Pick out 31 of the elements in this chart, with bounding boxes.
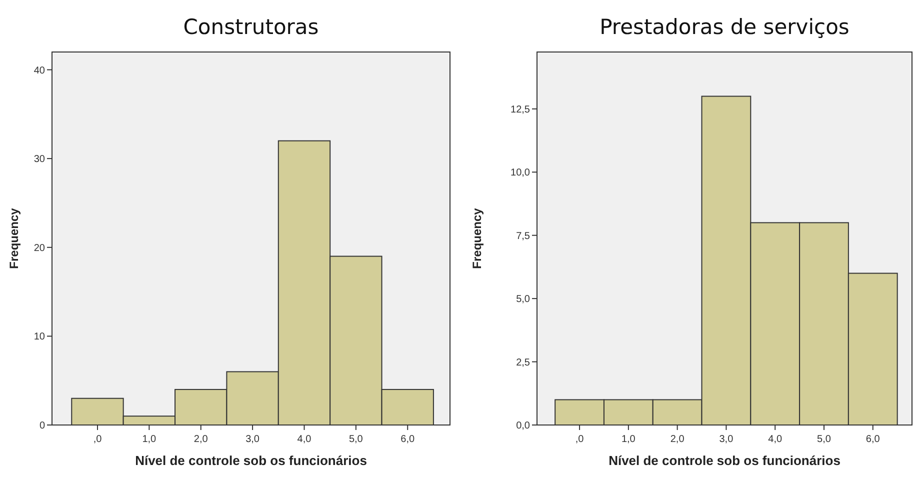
y-tick-label: 0 [39,420,46,432]
y-tick-label: 20 [34,242,46,254]
y-tick-label: 0,0 [516,420,530,432]
x-tick-label: 5,0 [817,434,832,445]
y-tick-label: 10,0 [510,168,530,179]
x-tick-label: 1,0 [621,434,636,445]
y-tick-label: 5,0 [516,294,530,306]
x-tick-label: 5,0 [348,434,364,445]
y-axis-title: Frequency [7,208,21,269]
y-axis-title: Frequency [470,208,484,269]
x-tick-label: 1,0 [142,434,157,445]
x-tick-label: 2,0 [194,434,208,445]
y-tick-label: 7,5 [516,230,530,242]
x-tick-label: 3,0 [719,434,734,445]
y-tick-label: 2,5 [516,357,530,368]
x-tick-label: 2,0 [670,434,685,445]
x-tick-label: ,0 [575,434,584,445]
x-axis-title: Nível de controle sob os funcionários [135,453,367,468]
y-tick-label: 12,5 [510,104,530,116]
x-tick-label: 6,0 [866,434,880,445]
chart-title: Prestadoras de serviços [600,15,850,39]
x-tick-label: 3,0 [246,434,260,445]
x-tick-label: 4,0 [297,434,312,445]
y-tick-label: 30 [34,154,46,166]
x-tick-label: 4,0 [768,434,782,445]
y-tick-label: 40 [34,65,46,76]
x-tick-label: ,0 [93,434,102,445]
x-axis-title: Nível de controle sob os funcionários [608,453,840,468]
x-tick-label: 6,0 [400,434,415,445]
chart-title: Construtoras [183,15,319,39]
y-tick-label: 10 [34,332,46,343]
